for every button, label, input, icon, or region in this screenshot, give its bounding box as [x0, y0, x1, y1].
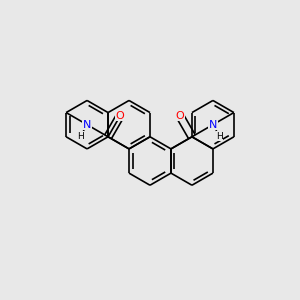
Text: H: H — [216, 132, 223, 141]
Text: O: O — [176, 111, 184, 121]
Text: H: H — [77, 132, 84, 141]
Text: N: N — [83, 120, 91, 130]
Text: O: O — [116, 111, 124, 121]
Text: N: N — [209, 120, 217, 130]
